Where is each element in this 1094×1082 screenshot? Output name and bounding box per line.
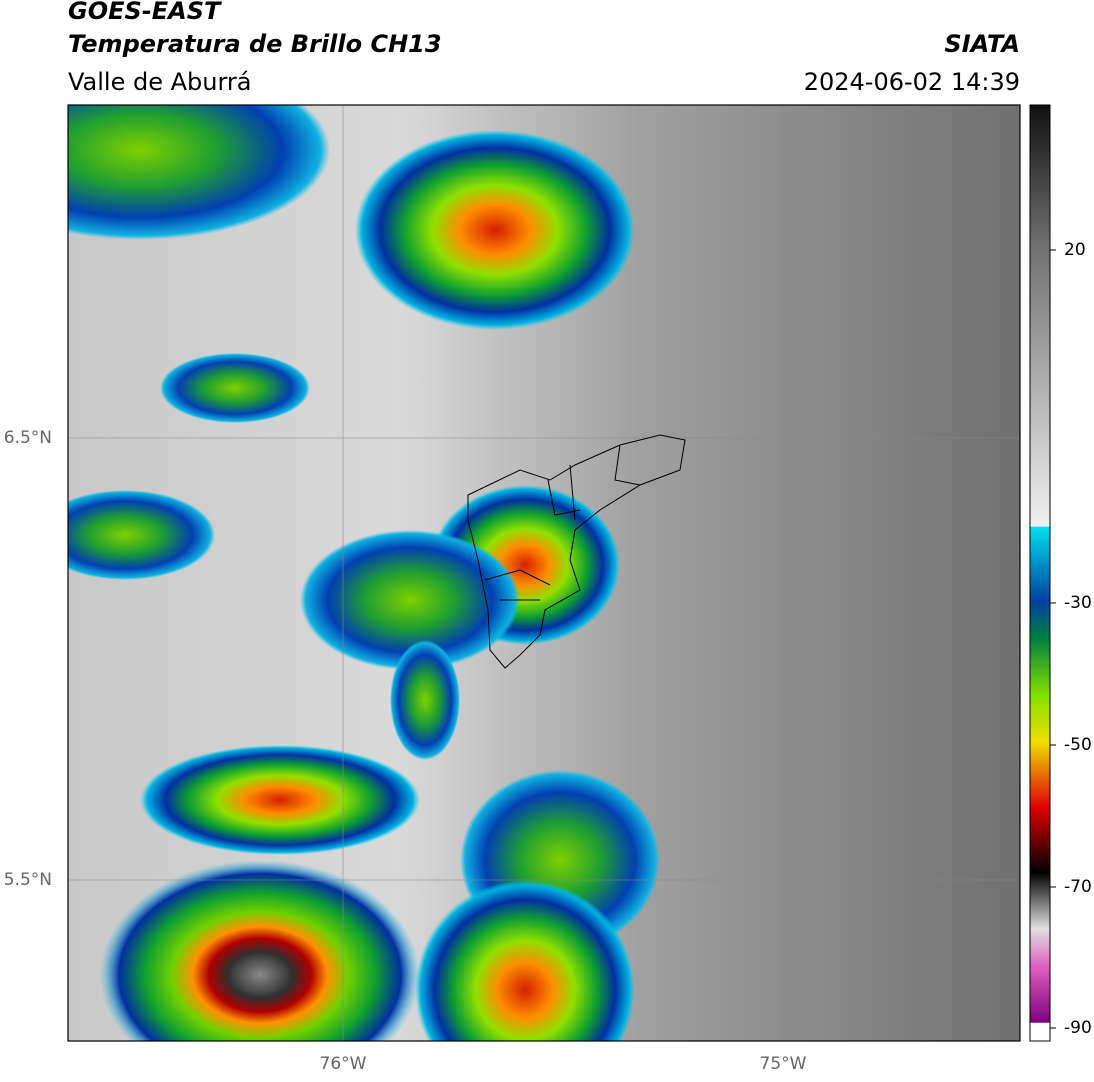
colorbar-label: -50 <box>1064 735 1092 755</box>
source-title: GOES-EAST <box>68 0 222 25</box>
map-frame <box>67 104 1021 1042</box>
colorbar-label: -70 <box>1064 877 1092 897</box>
latitude-label: 6.5°N <box>4 428 52 448</box>
longitude-label: 76°W <box>320 1054 367 1074</box>
longitude-label: 75°W <box>760 1054 807 1074</box>
latitude-label: 5.5°N <box>4 870 52 890</box>
colorbar-ticks <box>1050 249 1056 1029</box>
product-title: Temperatura de Brillo CH13 <box>68 30 442 58</box>
satellite-image <box>68 105 1020 1041</box>
colorbar-label: 20 <box>1064 240 1086 260</box>
organization: SIATA <box>944 30 1020 58</box>
colorbar-label: -30 <box>1064 593 1092 613</box>
colorbar <box>1029 104 1051 1042</box>
colorbar-label: -90 <box>1064 1018 1092 1038</box>
timestamp: 2024-06-02 14:39 <box>804 68 1020 96</box>
region: Valle de Aburrá <box>68 68 252 96</box>
